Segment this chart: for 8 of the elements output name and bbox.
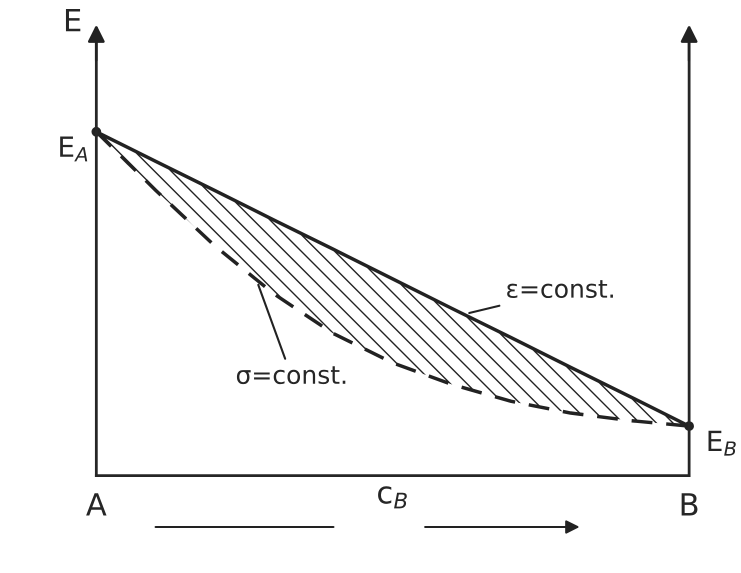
x-tick-label: B	[682, 493, 698, 516]
series-label: ε=const.	[507, 280, 613, 298]
annotation: E$_{A}$	[60, 136, 88, 162]
series-label: σ=const.	[236, 366, 346, 384]
y-axis-title: E	[66, 8, 80, 32]
x-axis-title: c$_{B}$	[378, 486, 407, 508]
x-tick-label: A	[86, 493, 107, 516]
annotation: E$_{B}$	[708, 430, 736, 456]
